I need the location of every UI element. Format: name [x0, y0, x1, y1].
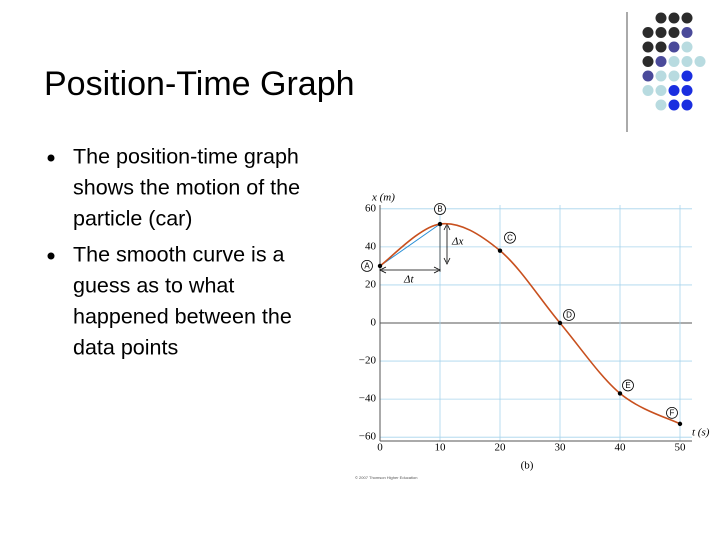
decor-dot	[655, 85, 667, 96]
decor-dot	[642, 56, 654, 67]
decor-dot	[642, 41, 654, 53]
x-tick-label: 50	[675, 442, 687, 454]
decor-dot	[681, 27, 693, 38]
decor-dot	[642, 70, 654, 82]
y-tick-label: 0	[371, 317, 377, 329]
point-label-ring	[434, 203, 446, 215]
data-point	[617, 391, 623, 396]
data-point	[377, 263, 383, 269]
data-point	[437, 221, 443, 227]
decor-dot	[681, 56, 693, 67]
decor-dot	[655, 41, 667, 53]
dx-label: Δx	[451, 236, 463, 248]
y-tick-label: −20	[359, 355, 377, 367]
credit: © 2007 Thomson Higher Education	[355, 475, 417, 480]
data-point	[497, 248, 503, 253]
y-tick-label: −60	[359, 431, 377, 443]
decor-dot	[681, 12, 693, 24]
decor-dot	[668, 56, 680, 67]
decor-dot	[668, 27, 680, 38]
bullet-text: data points	[73, 336, 178, 360]
point-label-ring	[504, 231, 516, 244]
y-tick-label: −40	[359, 393, 377, 405]
decor-dot	[681, 99, 693, 111]
data-point	[677, 421, 683, 427]
decor-dot	[642, 27, 654, 38]
decor-dot	[681, 70, 693, 82]
y-tick-label: 60	[365, 202, 377, 214]
bullet-text: guess as to what	[73, 274, 234, 298]
decor-dot	[668, 85, 680, 96]
point-label-ring	[563, 309, 575, 321]
bullet-text: happened between the	[73, 305, 292, 329]
bullet-text: The smooth curve is a	[73, 243, 285, 267]
point-label: C	[507, 233, 513, 242]
bullet-text: particle (car)	[73, 207, 192, 231]
slide-title: Position-Time Graph	[44, 65, 355, 103]
point-label: F	[670, 408, 675, 417]
decor-dot	[655, 99, 667, 111]
y-tick-label: 20	[365, 278, 377, 290]
caption: (b)	[521, 460, 534, 472]
data-point	[557, 320, 563, 326]
curve	[379, 222, 681, 425]
decor-dot	[681, 41, 693, 53]
decor-dot	[655, 12, 667, 24]
point-label-ring	[622, 379, 634, 392]
point-label: B	[437, 205, 442, 214]
point-label-ring	[666, 406, 678, 419]
bullet-text: shows the motion of the	[73, 176, 300, 200]
dt-label: Δt	[403, 274, 414, 286]
x-tick-label: 0	[377, 442, 383, 454]
decor-dot	[681, 85, 693, 96]
decor-dot	[655, 27, 667, 38]
decor-dot	[668, 70, 680, 82]
y-axis-label: x (m)	[371, 192, 395, 204]
decor-dot	[655, 56, 667, 67]
decor-dot	[642, 85, 654, 96]
x-tick-label: 30	[555, 442, 567, 454]
decor-dot	[668, 12, 680, 24]
decor-dot	[668, 99, 680, 111]
secant	[379, 223, 441, 267]
x-axis-label: t (s)	[692, 427, 710, 439]
chart: x (m) t (s) (b) © 2007 Thomson Higher Ed…	[355, 192, 710, 481]
decor-dot	[655, 70, 667, 82]
bullet-text: The position-time graph	[73, 145, 299, 169]
decor-dot	[668, 41, 680, 53]
bullets: The position-time graph shows the motion …	[47, 145, 300, 360]
point-label-ring	[361, 260, 373, 272]
x-tick-label: 10	[435, 442, 447, 454]
y-tick-label: 40	[365, 240, 377, 252]
x-tick-label: 20	[495, 442, 507, 454]
bullet-dot	[47, 154, 55, 162]
point-label: A	[364, 262, 370, 271]
point-label: E	[625, 381, 630, 390]
x-tick-label: 40	[615, 442, 627, 454]
point-label: D	[566, 311, 572, 320]
decor-dot	[694, 56, 706, 67]
bullet-dot	[47, 252, 55, 260]
decor-dots	[642, 12, 706, 111]
